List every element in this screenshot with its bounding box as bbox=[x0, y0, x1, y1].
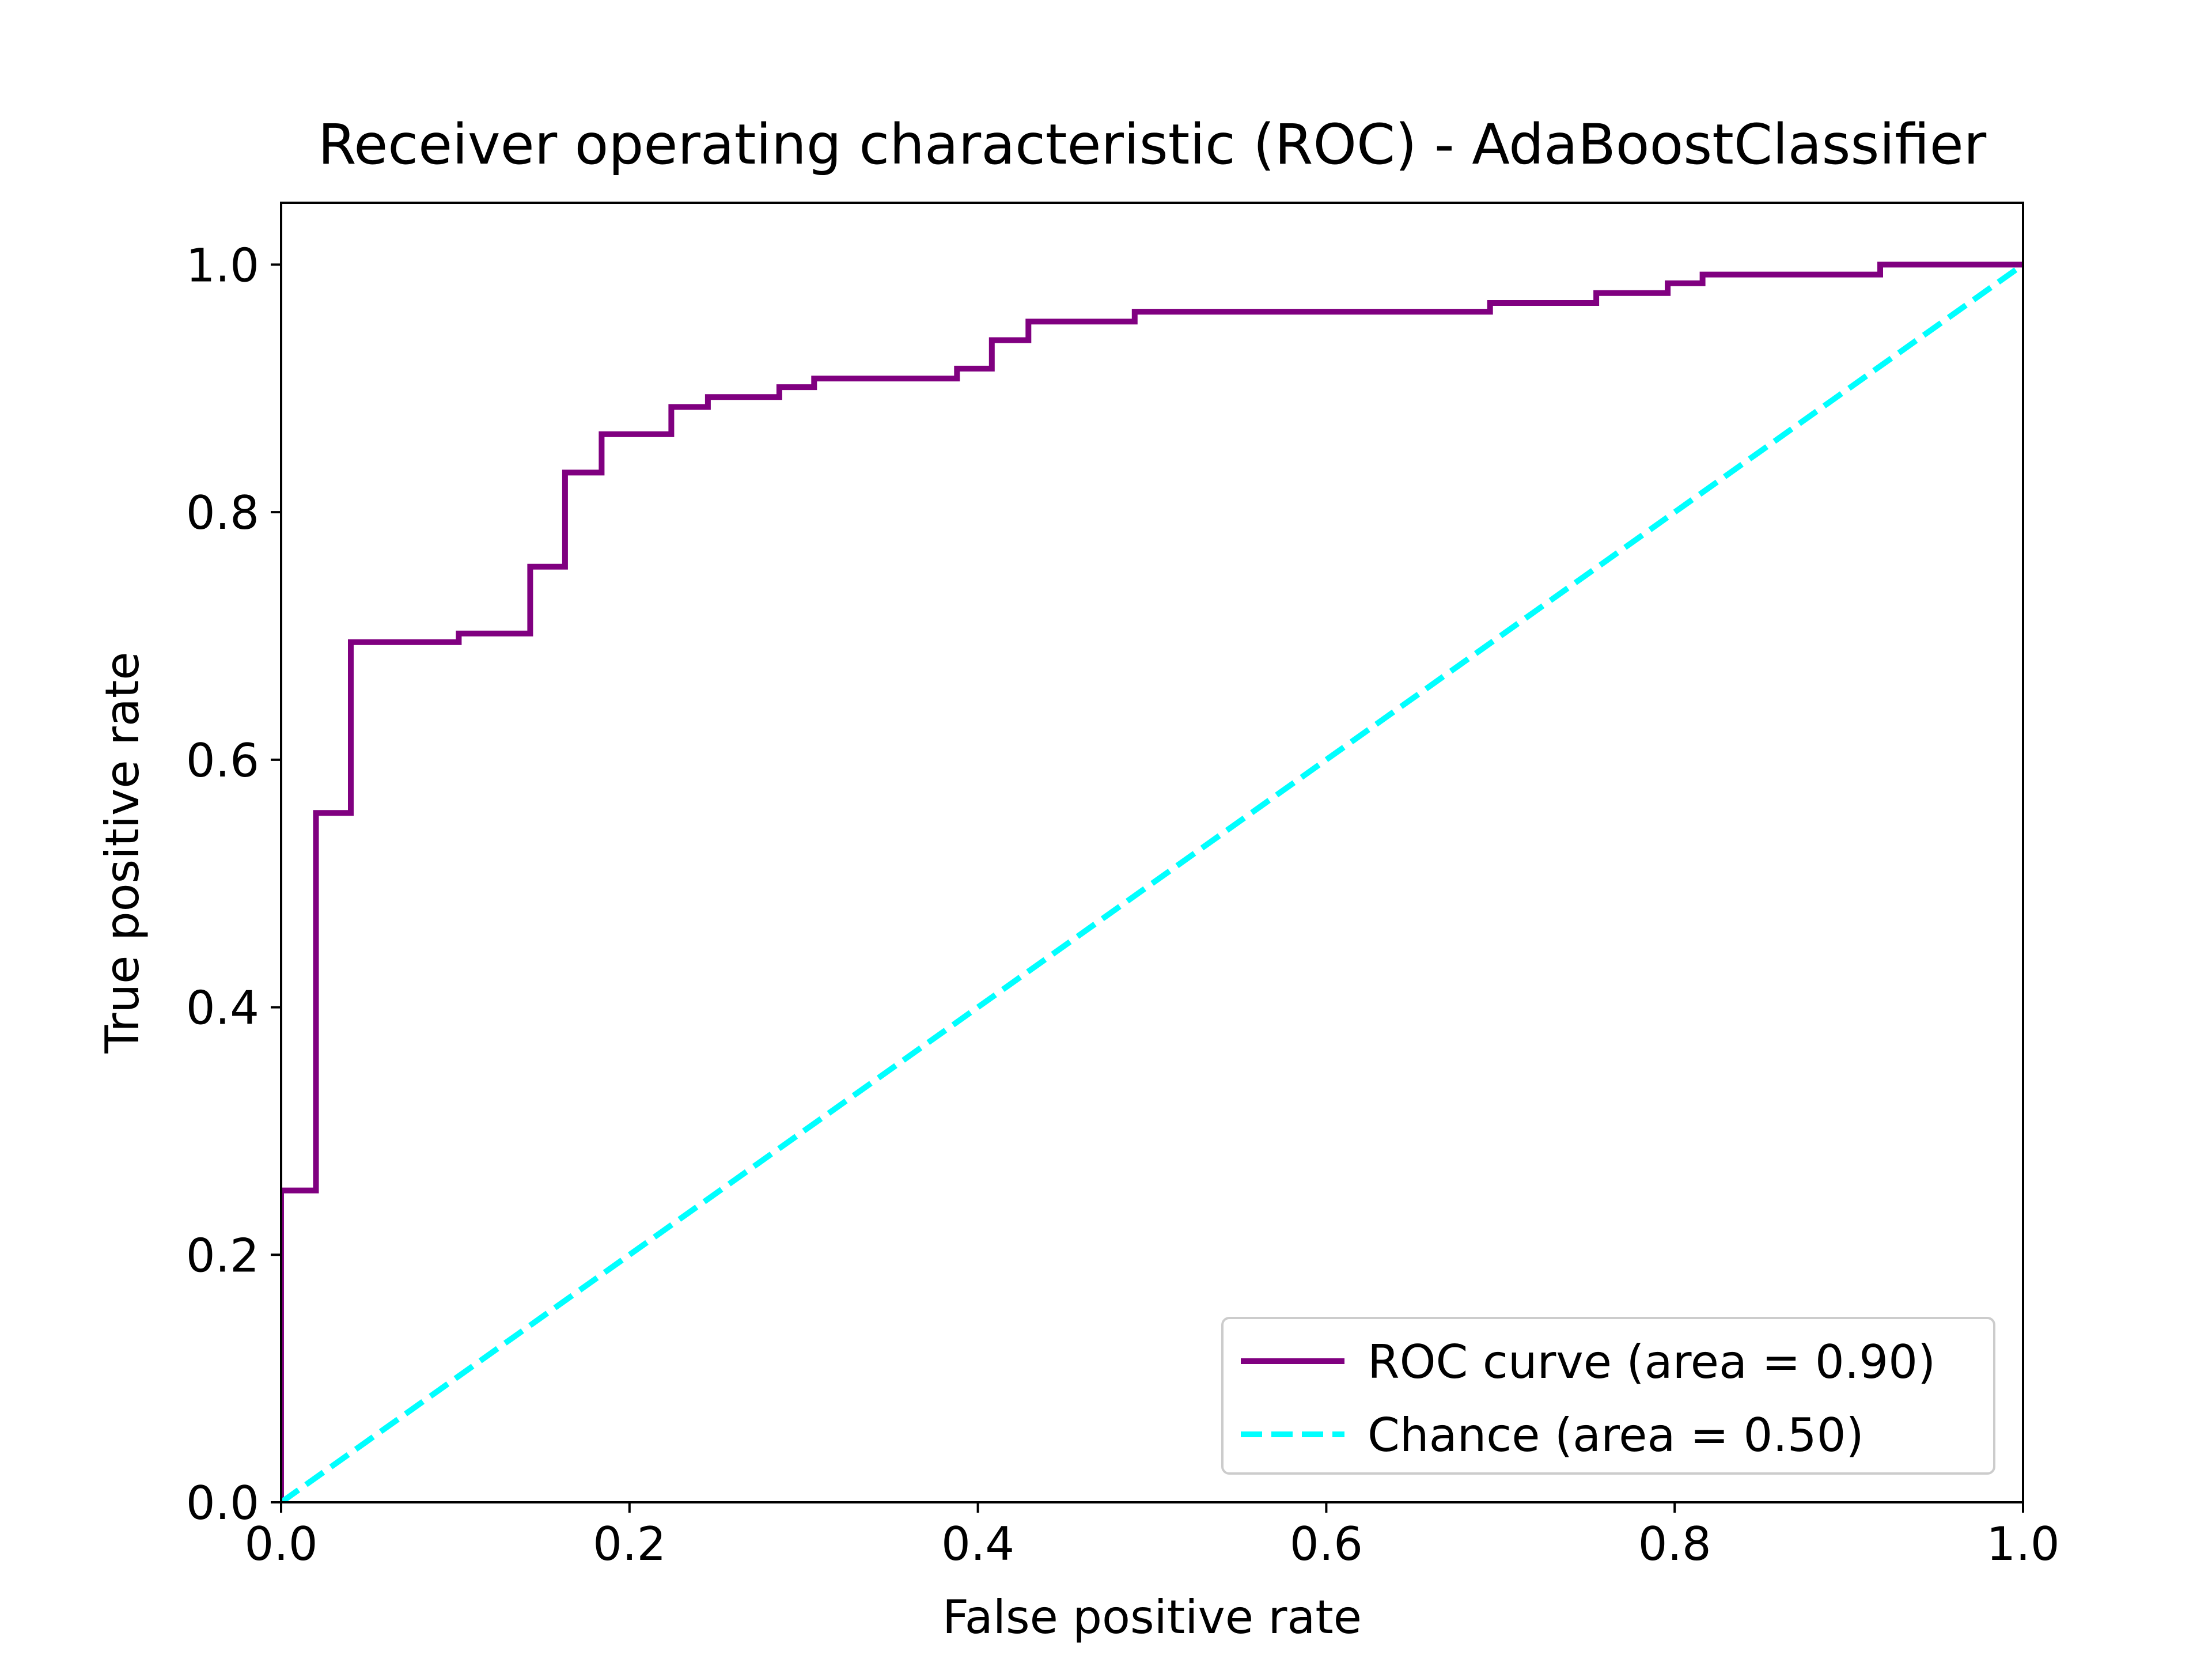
x-axis-label: False positive rate bbox=[942, 1590, 1362, 1644]
legend-label-roc-curve: ROC curve (area = 0.90) bbox=[1368, 1335, 1936, 1389]
axes-frame bbox=[280, 202, 2024, 1503]
y-tick-label: 0.6 bbox=[186, 734, 259, 787]
y-tick-label: 0.2 bbox=[186, 1229, 259, 1282]
legend-box bbox=[1221, 1317, 1995, 1475]
x-tick-label: 0.4 bbox=[941, 1517, 1014, 1571]
y-tick-label: 0.4 bbox=[186, 982, 259, 1035]
x-tick-label: 1.0 bbox=[1986, 1517, 2059, 1571]
y-tick-label: 0.8 bbox=[186, 486, 259, 540]
x-tick-label: 0.8 bbox=[1638, 1517, 1711, 1571]
plot-area bbox=[281, 262, 2023, 1502]
x-tick-label: 0.2 bbox=[593, 1517, 666, 1571]
x-tick-label: 0.6 bbox=[1290, 1517, 1363, 1571]
y-axis-label: True positive rate bbox=[96, 652, 149, 1054]
axes: 0.0 0.2 0.4 0.6 0.8 1.0 0.0 0.2 0.4 0.6 0.8 1.0 bbox=[186, 202, 2060, 1571]
y-tick-label: 0.0 bbox=[186, 1476, 259, 1530]
y-tick-label: 1.0 bbox=[186, 238, 259, 292]
x-tick-label: 0.0 bbox=[244, 1517, 317, 1571]
legend-label-chance: Chance (area = 0.50) bbox=[1368, 1408, 1864, 1462]
series-line-chance bbox=[281, 262, 2023, 1502]
series-line-roc-curve bbox=[281, 262, 2023, 1502]
legend: ROC curve (area = 0.90) Chance (area = 0.… bbox=[1221, 1317, 1995, 1475]
chart-title: Receiver operating characteristic (ROC) … bbox=[318, 112, 1987, 177]
